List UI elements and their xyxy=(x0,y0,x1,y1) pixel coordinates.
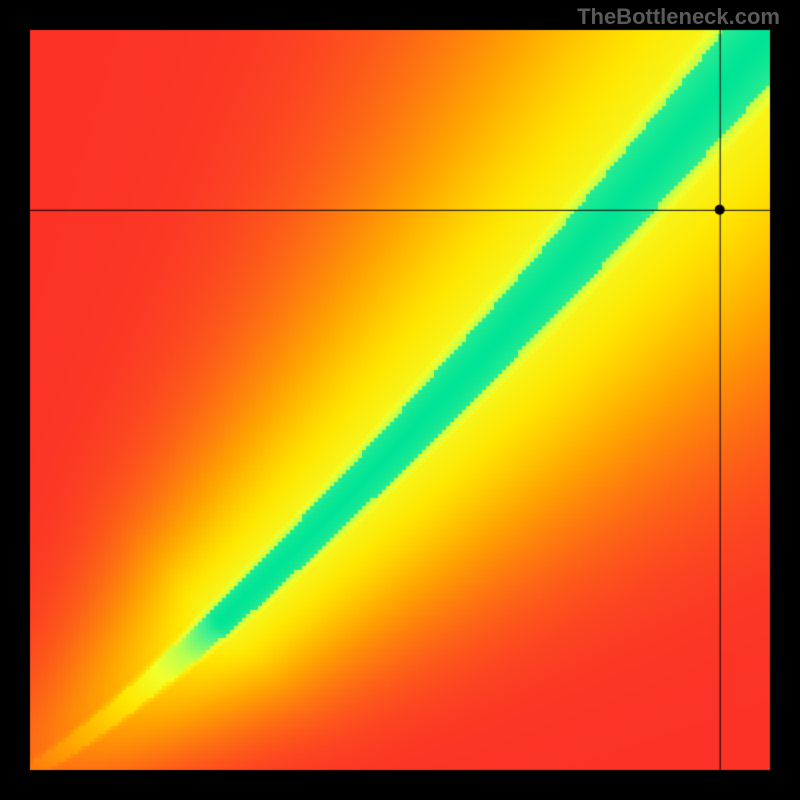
watermark-text: TheBottleneck.com xyxy=(577,4,780,30)
bottleneck-heatmap-canvas xyxy=(0,0,800,800)
bottleneck-heatmap-container xyxy=(0,0,800,800)
